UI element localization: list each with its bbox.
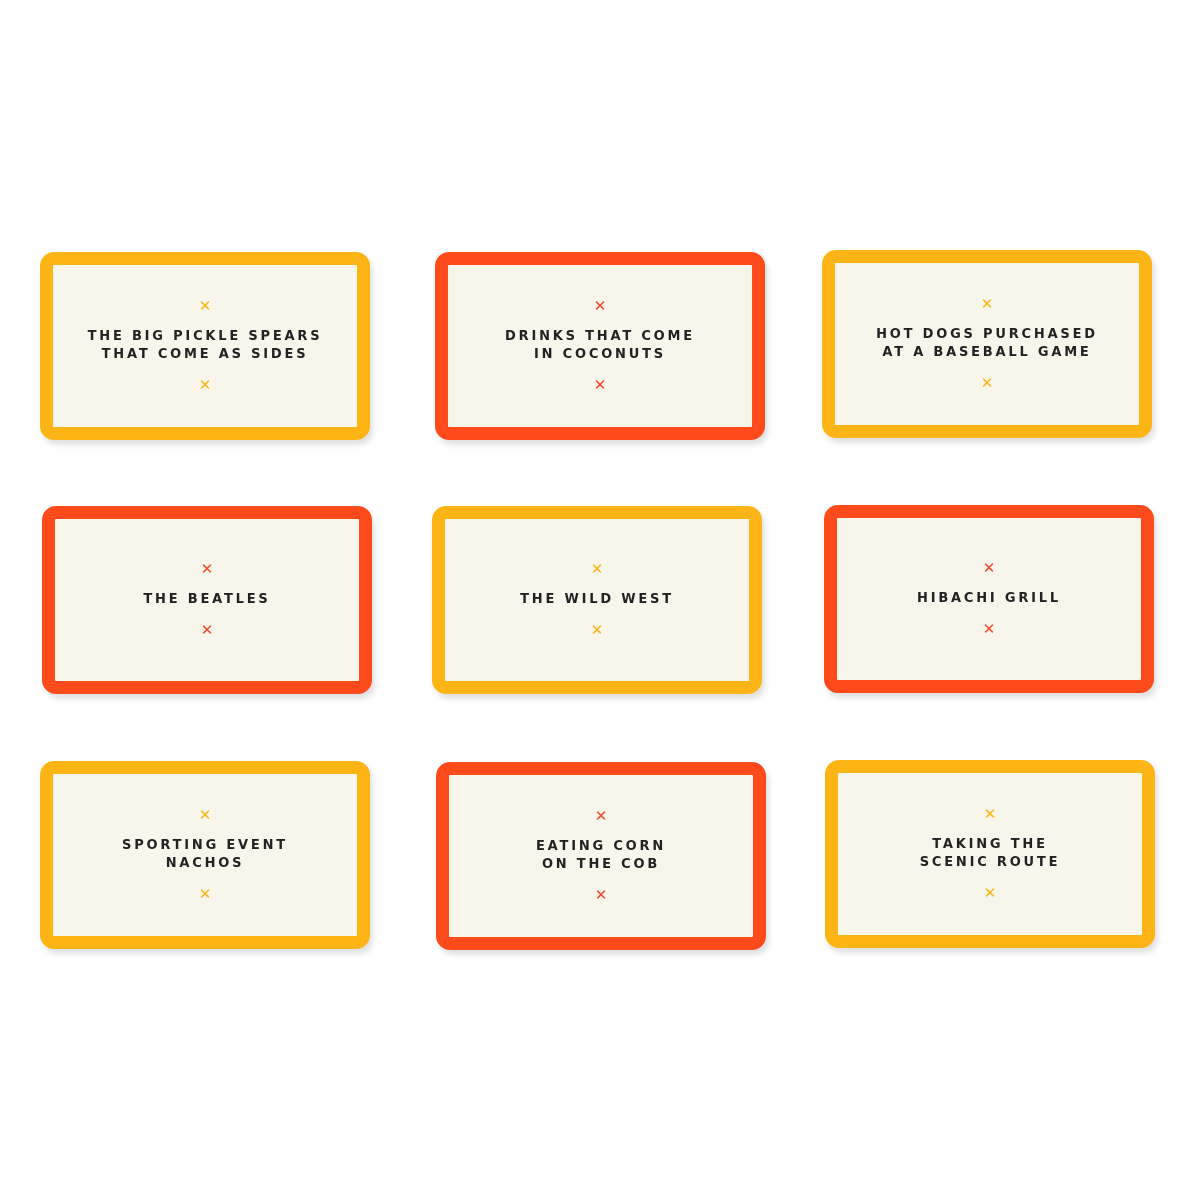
x-mark-icon: ✕	[983, 805, 997, 823]
card-wild-west[interactable]: ✕ THE WILD WEST ✕	[432, 506, 762, 694]
x-mark-icon: ✕	[200, 560, 214, 578]
x-mark-icon: ✕	[198, 885, 212, 903]
card-beatles[interactable]: ✕ THE BEATLES ✕	[42, 506, 372, 694]
card-pickle-spears[interactable]: ✕ THE BIG PICKLE SPEARS THAT COME AS SID…	[40, 252, 370, 440]
x-mark-icon: ✕	[980, 295, 994, 313]
card-text: THE BIG PICKLE SPEARS THAT COME AS SIDES	[87, 329, 323, 362]
x-mark-icon: ✕	[982, 620, 996, 638]
card-scenic-route[interactable]: ✕ TAKING THE SCENIC ROUTE ✕	[825, 760, 1155, 948]
card-text: HOT DOGS PURCHASED AT A BASEBALL GAME	[876, 327, 1098, 360]
x-mark-icon: ✕	[983, 884, 997, 902]
card-text: HIBACHI GRILL	[917, 591, 1061, 606]
x-mark-icon: ✕	[593, 297, 607, 315]
card-text: SPORTING EVENT NACHOS	[122, 838, 288, 871]
card-text: DRINKS THAT COME IN COCONUTS	[505, 329, 695, 362]
x-mark-icon: ✕	[982, 559, 996, 577]
card-hibachi-grill[interactable]: ✕ HIBACHI GRILL ✕	[824, 505, 1154, 693]
card-text: EATING CORN ON THE COB	[536, 839, 666, 872]
card-hot-dogs[interactable]: ✕ HOT DOGS PURCHASED AT A BASEBALL GAME …	[822, 250, 1152, 438]
x-mark-icon: ✕	[594, 886, 608, 904]
x-mark-icon: ✕	[200, 621, 214, 639]
x-mark-icon: ✕	[198, 297, 212, 315]
card-text: THE BEATLES	[143, 592, 271, 607]
card-text: TAKING THE SCENIC ROUTE	[919, 837, 1061, 870]
x-mark-icon: ✕	[594, 807, 608, 825]
x-mark-icon: ✕	[590, 560, 604, 578]
x-mark-icon: ✕	[980, 374, 994, 392]
x-mark-icon: ✕	[593, 376, 607, 394]
x-mark-icon: ✕	[198, 806, 212, 824]
card-text: THE WILD WEST	[520, 592, 674, 607]
x-mark-icon: ✕	[590, 621, 604, 639]
card-corn-cob[interactable]: ✕ EATING CORN ON THE COB ✕	[436, 762, 766, 950]
card-nachos[interactable]: ✕ SPORTING EVENT NACHOS ✕	[40, 761, 370, 949]
x-mark-icon: ✕	[198, 376, 212, 394]
card-coconut-drinks[interactable]: ✕ DRINKS THAT COME IN COCONUTS ✕	[435, 252, 765, 440]
